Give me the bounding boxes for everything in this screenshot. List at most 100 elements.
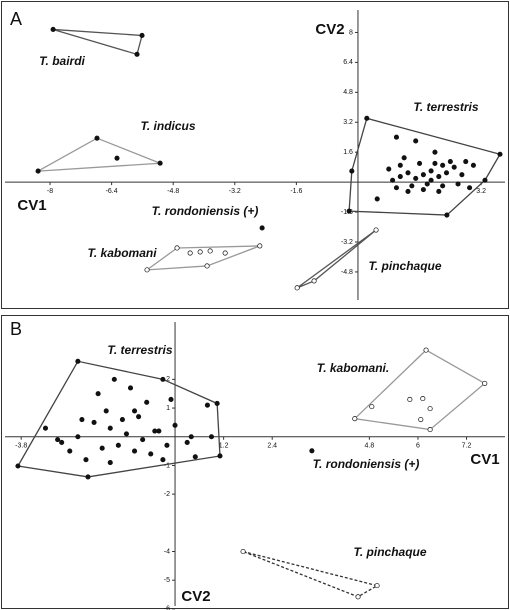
- x-tick-label: -4.8: [167, 188, 179, 195]
- data-point: [127, 385, 134, 391]
- y-tick-label: -3.2: [341, 239, 353, 246]
- x-axis-label: CV1: [17, 197, 46, 214]
- data-point: [423, 347, 429, 353]
- x-tick-label: 1.2: [219, 443, 229, 450]
- x-tick-label: 2.4: [267, 443, 277, 450]
- data-point: [443, 170, 450, 176]
- data-point: [192, 454, 198, 460]
- y-tick-label: -6: [164, 606, 170, 610]
- data-point: [75, 358, 81, 364]
- data-point: [427, 406, 433, 412]
- data-point: [373, 227, 379, 233]
- data-point: [204, 263, 210, 269]
- data-point: [160, 376, 166, 382]
- data-point: [94, 135, 100, 141]
- data-point: [207, 248, 213, 254]
- data-point: [393, 185, 400, 191]
- data-point: [355, 594, 361, 600]
- data-point: [160, 457, 166, 463]
- data-point: [401, 155, 407, 161]
- data-point: [85, 474, 91, 480]
- data-point: [405, 188, 411, 195]
- data-point: [103, 408, 109, 414]
- x-tick-label: 4.8: [365, 443, 375, 450]
- data-point: [172, 422, 178, 428]
- data-point: [144, 267, 150, 273]
- data-point: [432, 149, 438, 155]
- group-hull: [296, 229, 377, 289]
- y-tick-label: 3.2: [343, 119, 353, 126]
- data-point: [440, 183, 446, 189]
- data-point: [393, 134, 400, 140]
- data-point: [168, 396, 174, 403]
- data-point: [140, 437, 146, 443]
- y-tick-label: -5: [164, 577, 170, 584]
- y-tick-label: 2: [166, 376, 170, 383]
- data-point: [208, 434, 215, 440]
- group-hull: [16, 360, 221, 478]
- group-hull: [37, 137, 161, 172]
- data-point: [187, 250, 193, 256]
- data-point: [50, 26, 56, 33]
- data-point: [497, 151, 503, 157]
- data-point: [309, 448, 315, 454]
- x-tick-label: 6: [416, 443, 420, 450]
- data-point: [59, 439, 65, 446]
- data-point: [257, 243, 263, 249]
- data-point: [123, 431, 130, 437]
- data-point: [364, 115, 370, 121]
- data-point: [240, 548, 246, 555]
- data-point: [397, 162, 403, 168]
- data-point: [91, 419, 97, 425]
- series-label: T. rondoniensis (+): [313, 457, 420, 471]
- panel-letter: B: [10, 319, 22, 339]
- y-tick-label: -4: [164, 548, 170, 555]
- data-point: [390, 177, 396, 183]
- data-point: [369, 404, 375, 410]
- x-tick-label: 3.2: [476, 188, 486, 195]
- data-point: [197, 249, 203, 255]
- data-point: [95, 391, 101, 397]
- data-point: [374, 583, 380, 589]
- data-point: [447, 158, 453, 165]
- data-point: [418, 416, 424, 423]
- data-point: [164, 442, 170, 448]
- series-label: T. pinchaque: [368, 259, 441, 273]
- data-point: [463, 158, 469, 165]
- x-tick-label: 7.2: [462, 443, 472, 450]
- data-point: [409, 183, 415, 189]
- group-hull: [242, 550, 379, 598]
- x-axis-label: CV1: [470, 451, 499, 468]
- data-point: [374, 196, 380, 202]
- data-point: [397, 173, 403, 180]
- data-point: [152, 428, 158, 434]
- data-point: [407, 396, 413, 403]
- data-point: [214, 400, 220, 407]
- data-point: [349, 168, 355, 174]
- data-point: [436, 188, 442, 195]
- data-point: [413, 175, 419, 181]
- x-tick-label: -6.4: [106, 188, 118, 195]
- data-point: [482, 177, 488, 183]
- data-point: [83, 457, 89, 463]
- data-point: [55, 437, 61, 443]
- data-point: [184, 439, 190, 446]
- data-point: [67, 448, 73, 454]
- data-point: [15, 463, 21, 469]
- data-point: [134, 51, 140, 57]
- panel-frame: [1, 315, 509, 609]
- data-point: [99, 445, 105, 451]
- y-tick-label: 1.6: [343, 149, 353, 156]
- series-label: T. terrestris: [413, 100, 478, 114]
- data-point: [346, 208, 352, 214]
- data-point: [386, 166, 392, 172]
- data-point: [204, 402, 210, 408]
- data-point: [259, 225, 265, 231]
- data-point: [222, 250, 228, 256]
- data-point: [132, 448, 138, 454]
- data-point: [132, 408, 138, 414]
- data-point: [432, 160, 438, 166]
- data-point: [427, 427, 433, 433]
- data-point: [174, 245, 180, 251]
- data-point: [482, 380, 488, 386]
